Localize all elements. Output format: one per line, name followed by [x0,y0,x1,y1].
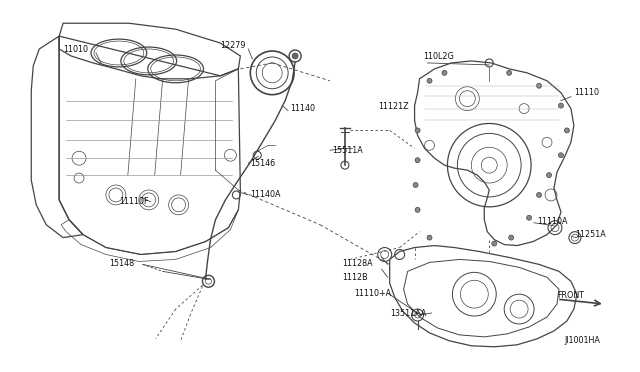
Text: 11140: 11140 [290,104,315,113]
Text: 15146: 15146 [250,159,275,168]
Circle shape [415,207,420,212]
Circle shape [292,53,298,59]
Text: 12279: 12279 [220,41,246,49]
Circle shape [527,215,532,220]
Circle shape [427,235,432,240]
Circle shape [415,128,420,133]
Circle shape [564,128,570,133]
Text: 11128A: 11128A [342,259,372,268]
Circle shape [547,173,552,177]
Circle shape [507,70,511,76]
Text: FRONT: FRONT [557,291,584,300]
Text: 15511A: 15511A [332,146,363,155]
Circle shape [492,241,497,246]
Circle shape [559,103,563,108]
Circle shape [536,192,541,198]
Text: 110L2G: 110L2G [424,52,454,61]
Circle shape [559,153,563,158]
Text: 11110: 11110 [574,88,599,97]
Text: 11110F: 11110F [119,198,148,206]
Text: 11140A: 11140A [250,190,281,199]
Text: 11110A: 11110A [537,217,568,226]
Text: 11010: 11010 [63,45,88,54]
Text: 11110+A: 11110+A [354,289,391,298]
Circle shape [509,235,514,240]
Text: 11251A: 11251A [575,230,605,239]
Text: 11121Z: 11121Z [378,102,408,111]
Circle shape [536,83,541,88]
Circle shape [415,158,420,163]
Text: 15148: 15148 [109,259,134,268]
Text: 13511AA: 13511AA [390,308,426,318]
Text: 1112B: 1112B [342,273,367,282]
Circle shape [442,70,447,76]
Text: JI1001HA: JI1001HA [565,336,601,345]
Circle shape [427,78,432,83]
Circle shape [413,183,418,187]
